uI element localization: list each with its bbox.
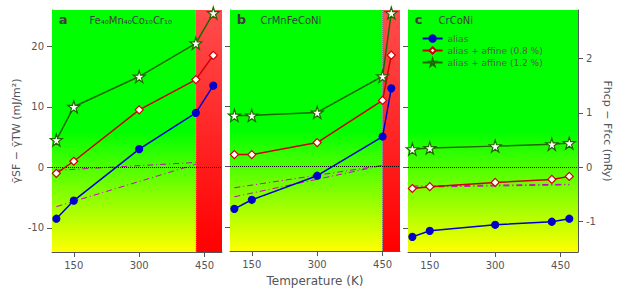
svg-text:1: 1 [586,107,592,118]
svg-text:150: 150 [420,260,439,271]
svg-text:Temperature (K): Temperature (K) [265,274,363,288]
svg-text:alias: alias [448,34,469,44]
svg-text:c: c [415,12,423,27]
svg-text:a: a [59,12,68,27]
svg-text:Fe₄₀Mn₄₀Co₁₀Cr₁₀: Fe₄₀Mn₄₀Co₁₀Cr₁₀ [89,15,172,26]
svg-text:450: 450 [373,259,392,270]
svg-text:300: 300 [130,260,149,271]
svg-text:150: 150 [242,259,261,270]
svg-text:b: b [237,12,246,27]
svg-text:2: 2 [586,53,592,64]
svg-text:alias + affine (0.8 %): alias + affine (0.8 %) [448,46,543,56]
svg-text:0: 0 [38,162,44,173]
svg-text:450: 450 [195,260,214,271]
svg-text:20: 20 [31,41,44,52]
svg-text:alias + affine (1.2 %): alias + affine (1.2 %) [448,58,543,68]
svg-text:CrMnFeCoNi: CrMnFeCoNi [261,15,322,26]
svg-text:300: 300 [486,260,505,271]
svg-text:-10: -10 [28,222,44,233]
svg-text:450: 450 [551,260,570,271]
svg-text:150: 150 [64,260,83,271]
svg-text:10: 10 [31,101,44,112]
svg-text:CrCoNi: CrCoNi [439,15,473,26]
svg-text:300: 300 [308,259,327,270]
svg-text:-1: -1 [586,216,596,227]
svg-text:Fhcp − Ffcc (mRy): Fhcp − Ffcc (mRy) [601,80,614,181]
svg-text:0: 0 [586,162,592,173]
svg-text:γ̄SF − γ̄TW (mJ/m²): γ̄SF − γ̄TW (mJ/m²) [10,78,23,183]
